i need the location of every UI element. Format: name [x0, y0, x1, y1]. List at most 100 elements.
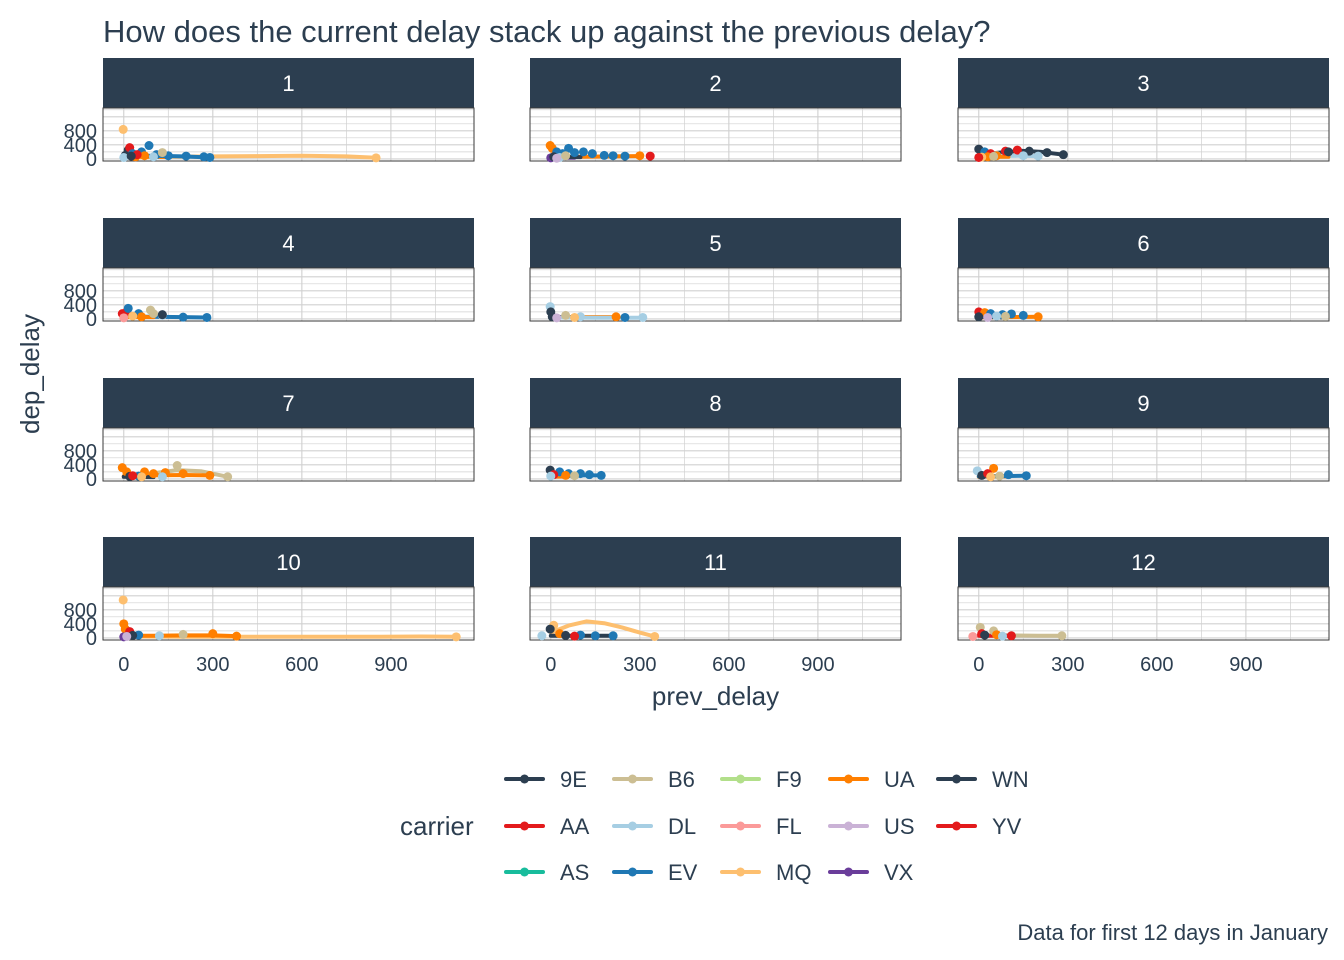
legend-key-point [736, 774, 745, 784]
y-tick-label: 800 [64, 600, 97, 622]
data-point-UA [148, 469, 158, 479]
legend-item-AS: AS [504, 860, 589, 885]
y-axis-title: dep_delay [15, 314, 45, 434]
data-point-DL [154, 631, 164, 641]
data-point-UA [232, 631, 242, 641]
data-point-9E [561, 630, 571, 640]
data-point-DL [638, 312, 648, 322]
y-tick-label: 800 [64, 441, 97, 463]
facet-strip-label: 6 [1137, 231, 1149, 256]
data-point-EV [1021, 471, 1031, 481]
legend-item-VX: VX [828, 860, 914, 885]
y-tick-label: 400 [64, 135, 97, 157]
facet-strip [530, 218, 901, 268]
x-tick-label: 0 [973, 654, 984, 676]
legend-label: MQ [776, 860, 811, 885]
x-tick-label: 900 [374, 654, 407, 676]
data-point-EV [1018, 310, 1028, 320]
legend-key-point [736, 821, 745, 831]
panel-border [529, 267, 902, 322]
data-point-YV [974, 152, 984, 162]
facet-strip [103, 218, 474, 268]
legend-key-point [952, 774, 961, 784]
chart-title: How does the current delay stack up agai… [103, 14, 991, 49]
facet-strip [103, 378, 474, 428]
data-point-EV [620, 312, 630, 322]
legend-title: carrier [400, 811, 474, 841]
legend-item-DL: DL [612, 814, 696, 839]
facet-strip [103, 537, 474, 587]
legend-label: WN [992, 767, 1029, 792]
legend-item-B6: B6 [612, 767, 695, 792]
legend-item-F9: F9 [720, 767, 802, 792]
data-point-EV [620, 151, 630, 161]
data-point-UA [137, 312, 147, 322]
data-point-UA [140, 151, 150, 161]
legend-key-point [844, 867, 853, 877]
y-tick-label: 0 [86, 469, 97, 491]
legend-key-point [628, 867, 637, 877]
data-point-B6 [157, 148, 167, 158]
panel-border [529, 107, 902, 162]
facet-panel-5: 5 [529, 218, 902, 323]
panel-border [102, 586, 475, 641]
data-point-MQ [650, 631, 660, 641]
data-point-DL [148, 152, 158, 162]
data-point-US [552, 153, 562, 163]
data-point-AA [570, 631, 580, 641]
facet-strip [958, 218, 1329, 268]
legend-label: B6 [668, 767, 695, 792]
data-point-EV [587, 149, 597, 159]
data-point-EV [570, 148, 580, 158]
data-point-B6 [148, 309, 158, 319]
facet-strip-label: 3 [1137, 71, 1149, 96]
x-tick-label: 900 [801, 654, 834, 676]
legend-label: AA [560, 814, 590, 839]
facet-panel-2: 2 [529, 58, 902, 163]
facet-strip [530, 537, 901, 587]
facet-strip-label: 11 [704, 550, 727, 575]
facet-strip [103, 58, 474, 108]
data-point-DL [998, 631, 1008, 641]
x-tick-label: 900 [1229, 654, 1262, 676]
plot-area [958, 428, 1329, 481]
data-point-DL [537, 631, 547, 641]
legend-key-point [628, 774, 637, 784]
legend-item-9E: 9E [504, 767, 587, 792]
chart-caption: Data for first 12 days in January [1017, 920, 1328, 945]
data-point-9E [974, 312, 984, 322]
data-point-MQ [451, 632, 461, 642]
data-point-9E [980, 630, 990, 640]
data-point-EV [202, 312, 212, 322]
data-point-AA [128, 471, 138, 481]
facet-strip-label: 4 [282, 231, 294, 256]
data-point-MQ [118, 595, 128, 605]
data-point-FL [119, 313, 129, 323]
data-point-EV [123, 303, 133, 313]
facet-strip [958, 537, 1329, 587]
data-point-UA [205, 470, 215, 480]
legend-item-YV: YV [936, 814, 1022, 839]
legend-item-WN: WN [936, 767, 1029, 792]
legend-item-EV: EV [612, 860, 698, 885]
facet-strip [958, 378, 1329, 428]
data-point-MQ [371, 153, 381, 163]
y-tick-label: 400 [64, 614, 97, 636]
data-point-EV [599, 150, 609, 160]
data-point-UA [1033, 312, 1043, 322]
facet-strip-label: 5 [709, 231, 721, 256]
data-point-UA [208, 629, 218, 639]
data-point-WN [1003, 147, 1013, 157]
x-tick-label: 0 [545, 654, 556, 676]
data-point-UA [178, 469, 188, 479]
data-point-UA [611, 312, 621, 322]
facet-strip-label: 9 [1137, 391, 1149, 416]
legend-label: EV [668, 860, 698, 885]
data-point-DL [992, 311, 1002, 321]
data-point-UA [561, 470, 571, 480]
data-point-B6 [561, 151, 571, 161]
data-point-EV [205, 152, 215, 162]
